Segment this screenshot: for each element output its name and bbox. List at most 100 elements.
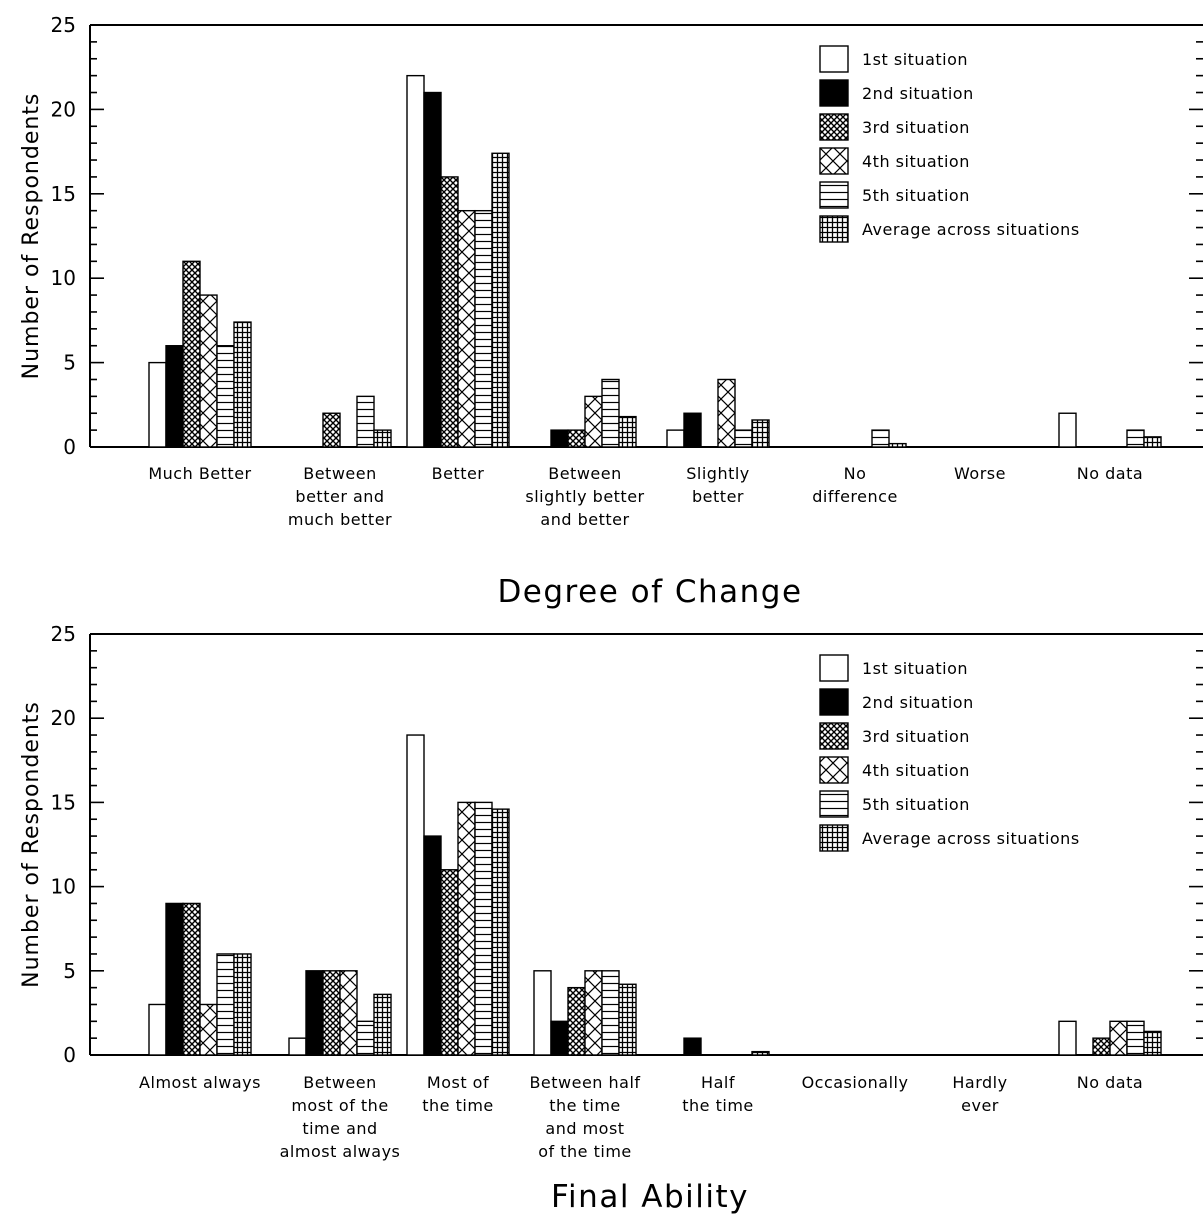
bar-6 [751, 1050, 770, 1056]
y-tick-label: 5 [63, 959, 76, 983]
y-tick-label: 0 [63, 435, 76, 459]
category-label: the time [549, 1096, 621, 1115]
bar-6 [373, 429, 392, 448]
bar-6 [1143, 436, 1162, 448]
legend-label: 1st situation [862, 659, 968, 678]
category-label: and most [545, 1119, 624, 1138]
bar-5 [356, 395, 375, 448]
bar-2 [423, 91, 442, 448]
degree-of-change-chart: 0 5 10 15 20 25 Number of Respondents Much Bett… [19, 13, 1203, 610]
bar-3 [440, 869, 459, 1056]
legend-label: 4th situation [862, 761, 970, 780]
bar-5 [356, 1020, 375, 1056]
bar-4 [584, 970, 603, 1056]
legend-swatch [819, 654, 849, 682]
category-label: Half [701, 1073, 735, 1092]
bar-6 [491, 808, 510, 1056]
category-label: Hardly [952, 1073, 1007, 1092]
category-label: and better [540, 510, 629, 529]
bar-6 [751, 419, 770, 448]
category-label: No data [1077, 1073, 1143, 1092]
category-label: of the time [538, 1142, 632, 1161]
category-label: better and [295, 487, 384, 506]
legend-swatch [819, 79, 849, 107]
legend-swatch [819, 722, 849, 750]
bar-1 [666, 429, 685, 448]
legend-label: 1st situation [862, 50, 968, 69]
category-label: better [692, 487, 744, 506]
bar-6 [373, 993, 392, 1056]
category-label: No data [1077, 464, 1143, 483]
legend-swatch [819, 756, 849, 784]
legend-label: 2nd situation [862, 84, 974, 103]
legend-label: 5th situation [862, 186, 970, 205]
legend-label: 4th situation [862, 152, 970, 171]
y-tick-label: 20 [51, 706, 76, 730]
bar-5 [1126, 1020, 1145, 1056]
category-label: Slightly [686, 464, 750, 483]
bar-3 [440, 176, 459, 448]
bar-1 [1058, 412, 1077, 448]
legend-swatch [819, 181, 849, 209]
category-label: Much Better [148, 464, 251, 483]
legend-label: Average across situations [862, 220, 1080, 239]
legend-label: 3rd situation [862, 727, 970, 746]
legend-label: Average across situations [862, 829, 1080, 848]
bar-5 [216, 953, 235, 1056]
bar-6 [491, 152, 510, 448]
y-tick-label: 10 [51, 266, 76, 290]
bar-4 [1109, 1020, 1128, 1056]
bar-5 [871, 429, 890, 448]
bar-5 [734, 429, 753, 448]
bar-4 [199, 1003, 218, 1056]
bar-2 [683, 412, 702, 448]
category-label: Worse [954, 464, 1006, 483]
legend-label: 2nd situation [862, 693, 974, 712]
bar-3 [1092, 1037, 1111, 1056]
category-label: ever [961, 1096, 999, 1115]
bar-2 [550, 1020, 569, 1056]
legend-swatch [819, 45, 849, 73]
legend-swatch [819, 688, 849, 716]
bar-3 [182, 902, 201, 1056]
bar-2 [683, 1037, 702, 1056]
bar-3 [567, 986, 586, 1056]
bar-2 [423, 835, 442, 1056]
y-axis-title: Number of Respondents [19, 93, 44, 380]
bar-5 [1126, 429, 1145, 448]
category-label: slightly better [525, 487, 644, 506]
category-label: Most of [427, 1073, 489, 1092]
bar-6 [233, 321, 252, 448]
bar-4 [457, 209, 476, 448]
bar-3 [322, 970, 341, 1056]
bar-1 [1058, 1020, 1077, 1056]
bar-4 [584, 395, 603, 448]
bar-2 [305, 970, 324, 1056]
bar-1 [406, 74, 425, 448]
y-tick-label: 20 [51, 97, 76, 121]
bar-2 [165, 345, 184, 448]
legend-swatch [819, 790, 849, 818]
y-axis-title: Number of Respondents [19, 701, 44, 988]
bar-4 [717, 378, 736, 448]
final-ability-chart: 0 5 10 15 20 25 Number of Respondents Almost al… [19, 622, 1203, 1215]
bar-1 [533, 970, 552, 1056]
category-label: Almost always [139, 1073, 261, 1092]
bar-6 [618, 415, 637, 448]
bar-3 [567, 429, 586, 448]
category-label: Between [303, 464, 377, 483]
legend-swatch [819, 215, 849, 243]
bar-1 [406, 734, 425, 1056]
category-label: the time [422, 1096, 494, 1115]
category-label: Occasionally [802, 1073, 909, 1092]
category-label: almost always [280, 1142, 401, 1161]
category-label: No [844, 464, 867, 483]
y-tick-label: 10 [51, 875, 76, 899]
y-tick-label: 15 [51, 790, 76, 814]
category-label: most of the [291, 1096, 388, 1115]
bar-6 [618, 983, 637, 1056]
bar-1 [148, 1003, 167, 1056]
bar-2 [550, 429, 569, 448]
x-axis-title: Degree of Change [497, 574, 802, 610]
